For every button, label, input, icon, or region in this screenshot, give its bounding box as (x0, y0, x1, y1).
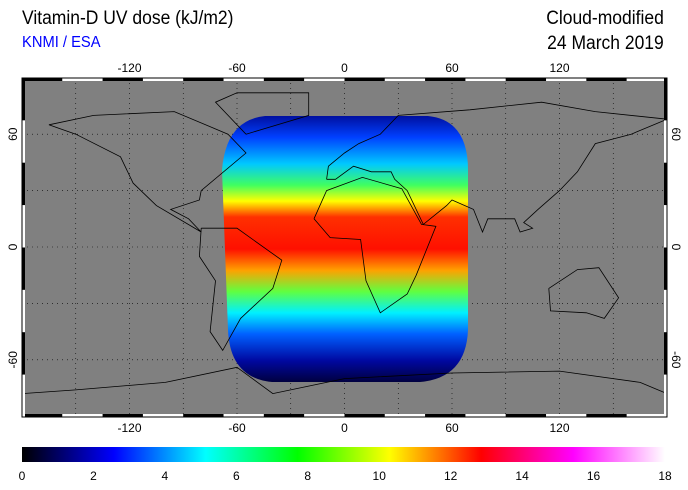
frame-border-segment (304, 414, 345, 417)
frame-border-segment (465, 78, 506, 81)
frame-border-segment (62, 78, 103, 81)
frame-border-segment (22, 162, 25, 206)
frame-border-segment (425, 414, 466, 417)
frame-border-segment (546, 414, 587, 417)
frame-border-segment (344, 78, 385, 81)
frame-border-segment (223, 414, 264, 417)
frame-border-segment (465, 414, 506, 417)
lon-label-top: -60 (228, 61, 246, 75)
colorbar-tick-label: 8 (304, 469, 311, 483)
frame-border-segment (626, 78, 667, 81)
frame-border-segment (664, 120, 667, 163)
frame-border-segment (664, 205, 667, 248)
frame-border-segment (183, 78, 224, 81)
lon-label-bottom: -120 (117, 421, 141, 435)
frame-border-segment (22, 414, 63, 417)
frame-border-segment (22, 120, 25, 163)
frame-border-segment (425, 78, 466, 81)
frame-border-segment (384, 78, 426, 81)
lon-label-top: 60 (445, 61, 459, 75)
coastline (313, 176, 437, 314)
frame-border-segment (626, 414, 667, 417)
lat-label-left: -60 (6, 351, 20, 369)
colorbar-tick-label: 18 (658, 469, 672, 483)
lon-label-top: 0 (341, 61, 348, 75)
frame-border-segment (664, 162, 667, 206)
frame-border-segment (22, 78, 25, 121)
frame-border-segment (102, 414, 143, 417)
lat-label-left: 60 (6, 127, 20, 141)
frame-border-segment (664, 332, 667, 375)
frame-border-segment (344, 414, 385, 417)
colorbar-tick-label: 0 (19, 469, 26, 483)
frame-border-segment (62, 414, 103, 417)
frame-border-segment (384, 414, 426, 417)
colorbar-tick-label: 14 (515, 469, 529, 483)
lat-label-right: 60 (669, 128, 683, 142)
lon-label-bottom: 0 (341, 421, 348, 435)
lat-label-right: -60 (669, 351, 683, 369)
frame-border-segment (22, 332, 25, 375)
frame-border-segment (142, 78, 184, 81)
uv-data-swath (222, 116, 468, 382)
coastline (21, 366, 668, 395)
frame-border-segment (183, 414, 224, 417)
coastline (48, 111, 247, 233)
frame-border-segment (505, 414, 547, 417)
coastline (326, 101, 668, 234)
date-label: 24 March 2019 (547, 33, 664, 54)
frame-border-segment (664, 247, 667, 290)
frame-border-segment (546, 78, 587, 81)
coastline (214, 92, 310, 135)
lon-label-top: 120 (549, 61, 569, 75)
map-frame (21, 77, 668, 418)
coastline (548, 267, 620, 319)
frame-border-segment (22, 247, 25, 290)
frame-border-segment (142, 414, 184, 417)
lon-label-bottom: 60 (445, 421, 459, 435)
frame-border-segment (304, 78, 345, 81)
frame-border-segment (263, 78, 305, 81)
frame-border-segment (223, 78, 264, 81)
frame-border-segment (586, 414, 627, 417)
lat-label-right: 0 (669, 244, 683, 251)
frame-border-segment (505, 78, 547, 81)
colorbar-tick-label: 4 (162, 469, 169, 483)
colorbar-tick-label: 10 (373, 469, 387, 483)
lon-label-bottom: 120 (549, 421, 569, 435)
frame-border-segment (22, 78, 63, 81)
coastline (198, 227, 283, 352)
frame-border-segment (586, 78, 627, 81)
frame-border-segment (664, 78, 667, 121)
product-label: Cloud-modified (546, 8, 664, 29)
credit-label: KNMI / ESA (22, 34, 101, 51)
colorbar (22, 447, 665, 462)
colorbar-tick-label: 12 (444, 469, 458, 483)
frame-border-segment (664, 289, 667, 333)
frame-border-segment (263, 414, 305, 417)
colorbar-tick-label: 6 (233, 469, 240, 483)
lon-label-bottom: -60 (228, 421, 246, 435)
colorbar-tick-label: 16 (587, 469, 601, 483)
frame-border-segment (22, 374, 25, 417)
map-title: Vitamin-D UV dose (kJ/m2) (22, 8, 234, 29)
lon-label-top: -120 (117, 61, 141, 75)
colorbar-tick-label: 2 (90, 469, 97, 483)
lat-label-left: 0 (6, 243, 20, 250)
frame-border-segment (22, 289, 25, 333)
frame-border-segment (102, 78, 143, 81)
frame-border-segment (22, 205, 25, 248)
frame-border-segment (664, 374, 667, 417)
